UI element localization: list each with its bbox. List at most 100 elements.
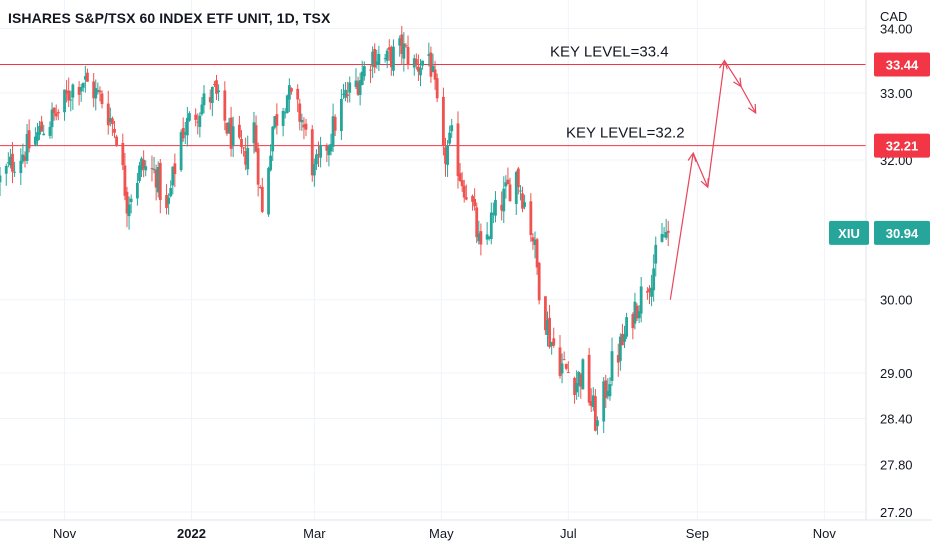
candle-body (354, 80, 358, 87)
candle-body (446, 145, 449, 165)
candle-down (173, 153, 177, 188)
candle-up (514, 170, 518, 216)
candle-body (50, 109, 54, 128)
candle-body (504, 182, 508, 187)
candle-body (485, 234, 489, 240)
candle-down (442, 87, 445, 156)
candle-body (531, 237, 535, 242)
candle-body (442, 96, 445, 146)
candle-down (535, 237, 539, 275)
candle-up (287, 78, 291, 112)
x-tick-label: Mar (303, 526, 326, 541)
candle-body (448, 132, 452, 144)
candle-body (13, 171, 16, 173)
candle-body (229, 117, 233, 149)
candle-body (33, 136, 37, 145)
candle-up (633, 292, 637, 330)
candle-up (283, 108, 287, 119)
candle-body (125, 191, 129, 214)
candle-up (188, 111, 191, 122)
candle-up (575, 370, 579, 400)
candle-body (169, 187, 173, 197)
price-tag-level-label: 33.44 (886, 57, 919, 72)
candle-body (575, 382, 579, 393)
candle-up (625, 312, 629, 340)
candle-body (596, 420, 599, 427)
candle-body (127, 204, 131, 217)
candle-up (581, 358, 585, 390)
candle-body (398, 38, 402, 46)
candle-body (312, 164, 316, 176)
candle-down (648, 285, 651, 305)
candle-body (215, 80, 218, 94)
candle-down (298, 98, 302, 131)
candle-up (33, 127, 37, 147)
candle-up (83, 65, 87, 93)
candle-up (577, 371, 581, 397)
candle-down (479, 223, 483, 256)
candle-up (140, 156, 143, 178)
candle-up (38, 120, 41, 140)
candle-body (258, 187, 262, 189)
candle-down (165, 184, 168, 215)
candle-down (123, 152, 127, 201)
candle-body (429, 52, 433, 77)
candle-body (514, 172, 518, 204)
candle-up (71, 83, 75, 110)
candle-down (537, 261, 541, 305)
candle-up (546, 311, 549, 347)
candle-up (319, 136, 322, 168)
candle-up (398, 35, 402, 57)
candle-up (446, 140, 449, 178)
candle-up (660, 223, 664, 243)
candle-body (652, 268, 656, 291)
candle-down (435, 73, 439, 103)
candle-down (254, 115, 258, 153)
candle-down (158, 158, 162, 214)
candle-body (529, 201, 533, 236)
candle-body (373, 49, 377, 68)
candle-body (564, 363, 568, 369)
candle-body (150, 168, 154, 170)
candle-down (531, 233, 535, 250)
candle-down (229, 106, 233, 157)
candle-up (377, 45, 381, 72)
time-axis[interactable]: Nov 2022 Mar May Jul Sep Nov (53, 526, 836, 541)
key-level-annotations: KEY LEVEL=33.4 KEY LEVEL=32.2 (550, 43, 685, 141)
candle-down (566, 361, 570, 374)
projection-arrow-shaft (669, 153, 694, 300)
candle-body (616, 355, 620, 363)
candle-body (54, 113, 58, 117)
candle-down (181, 117, 185, 142)
candle-down (544, 296, 547, 335)
candle-body (140, 158, 143, 171)
candle-up (167, 193, 171, 215)
candle-body (475, 207, 479, 238)
candle-body (489, 212, 493, 240)
candle-body (267, 168, 270, 215)
candle-body (167, 197, 171, 204)
candle-down (208, 89, 212, 110)
candle-up (383, 53, 387, 63)
candle-body (581, 359, 585, 390)
candle-body (477, 233, 481, 242)
candle-body (77, 87, 81, 95)
candle-body (111, 118, 114, 125)
candle-body (666, 230, 670, 233)
candle-body (256, 148, 260, 185)
candle-down (154, 164, 158, 201)
candle-down (290, 87, 293, 95)
candle-body (135, 182, 139, 199)
y-tick-label: 28.40 (880, 411, 913, 426)
candle-body (310, 129, 314, 176)
candle-down (310, 125, 314, 182)
candle-body (506, 179, 510, 185)
candle-body (260, 186, 264, 212)
candle-body (631, 314, 635, 329)
candle-body (121, 142, 125, 166)
candle-body (138, 165, 141, 182)
last-price-tag-label: 30.94 (886, 226, 919, 241)
candle-up (491, 202, 495, 224)
